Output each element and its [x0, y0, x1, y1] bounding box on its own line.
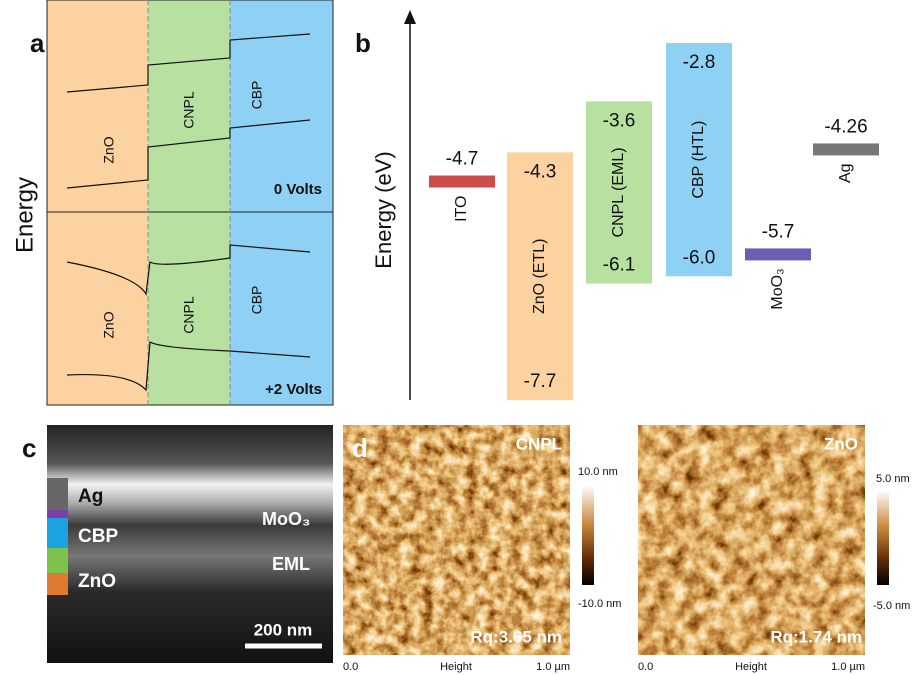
annotation: MoO₃ [262, 509, 310, 529]
material-name: Ag [837, 163, 854, 183]
condition: 0 Volts [274, 181, 322, 198]
material-name: ITO [453, 196, 470, 222]
material-name: CNPL (EML) [610, 147, 627, 237]
axis-start: 0.0 [343, 661, 358, 673]
level-value: -4.26 [824, 116, 867, 137]
panel-label: a [30, 28, 45, 58]
layer-label: CBP [78, 526, 118, 547]
panel-label: d [352, 433, 368, 463]
panel-c: c Ag CBP ZnO MoO₃ EML 200 nm [22, 425, 333, 663]
energy-level [429, 176, 495, 188]
band-top: -2.8 [683, 52, 716, 73]
band-bottom: -6.1 [603, 255, 636, 276]
cbp-region [230, 0, 333, 405]
panel-a: a Energy ZnO CNPL CBP 0 Volts ZnO CNPL C… [11, 0, 333, 405]
layer-swatch [47, 518, 68, 548]
axis-label: Energy (eV) [371, 151, 396, 268]
layer-label: CBP [249, 81, 265, 110]
level-value: -5.7 [762, 221, 795, 242]
layer-label: ZnO [78, 571, 116, 592]
annotation: EML [272, 554, 310, 574]
colorbar [877, 490, 889, 585]
scale-max: 5.0 nm [876, 473, 910, 485]
axis-start: 0.0 [638, 661, 653, 673]
layer-label: CNPL [181, 91, 197, 129]
layer-swatch [47, 510, 68, 518]
level-value: -4.7 [446, 149, 479, 170]
panel-b: b Energy (eV) -4.7 ITO -4.3 -7.7 ZnO (ETL) -3… [355, 10, 879, 400]
roughness: Rq:3.65 nm [470, 627, 562, 646]
scale-max: 10.0 nm [578, 466, 618, 478]
energy-level [813, 143, 879, 155]
band-bottom: -7.7 [524, 371, 557, 392]
layer-label: ZnO [101, 311, 117, 338]
layer-label: CBP [249, 286, 265, 315]
afm-image [343, 425, 570, 655]
layer-label: ZnO [101, 136, 117, 163]
zno-region [47, 0, 148, 405]
axis-end: 1.0 µm [536, 661, 570, 673]
panel-label: b [355, 28, 371, 58]
band-top: -4.3 [524, 161, 557, 182]
figure: a Energy ZnO CNPL CBP 0 Volts ZnO CNPL C… [0, 0, 921, 675]
panel-d: d CNPL Rq:3.65 nm ZnO Rq:1.74 nm 10.0 nm… [343, 425, 910, 673]
layer-swatch [47, 478, 68, 510]
colorbar [582, 485, 594, 585]
material-name: ZnO (ETL) [531, 238, 548, 314]
cnpl-region [148, 0, 230, 405]
band-top: -3.6 [603, 110, 636, 131]
band-bottom: -6.0 [683, 247, 716, 268]
arrow-head [404, 10, 416, 24]
axis-end: 1.0 µm [831, 661, 865, 673]
afm-image [638, 425, 865, 655]
axis-title: Height [735, 661, 767, 673]
scale-min: -10.0 nm [578, 598, 621, 610]
material-name: CBP (HTL) [690, 121, 707, 199]
scale-label: 200 nm [254, 620, 313, 639]
roughness: Rq:1.74 nm [770, 627, 862, 646]
sample-label: CNPL [516, 434, 562, 453]
axis-label: Energy [11, 177, 38, 253]
axis-title: Height [440, 661, 472, 673]
energy-level [745, 248, 811, 260]
material-name: MoO₃ [769, 268, 786, 309]
layer-swatch [47, 573, 68, 595]
layer-swatch [47, 548, 68, 573]
sample-label: ZnO [824, 434, 858, 453]
layer-label: Ag [78, 486, 103, 507]
panel-label: c [22, 433, 36, 463]
layer-label: CNPL [181, 296, 197, 334]
condition: +2 Volts [265, 381, 322, 398]
scale-min: -5.0 nm [873, 600, 910, 612]
